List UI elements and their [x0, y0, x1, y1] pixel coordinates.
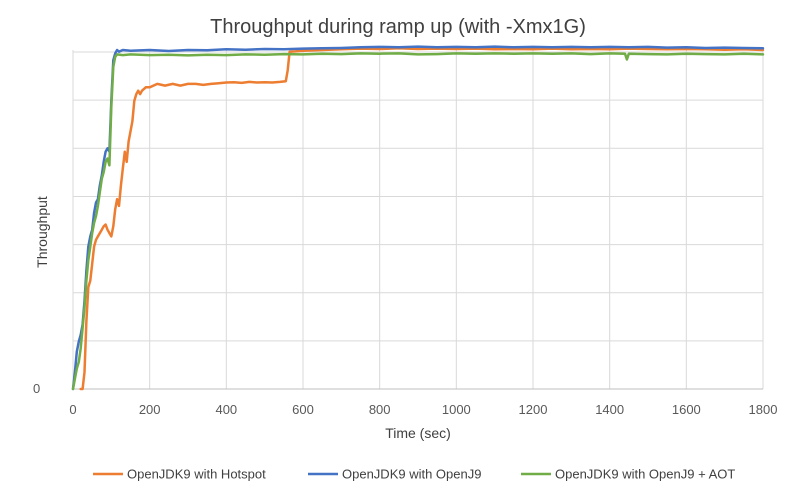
- x-tick-label: 0: [69, 402, 76, 417]
- x-tick-label: 200: [139, 402, 161, 417]
- chart-title: Throughput during ramp up (with -Xmx1G): [210, 16, 586, 38]
- x-tick-label: 1400: [595, 402, 624, 417]
- gridlines: [73, 50, 764, 389]
- series-line-0: [79, 47, 765, 391]
- series-line-1: [71, 45, 765, 391]
- y-axis-title: Throughput: [34, 196, 50, 268]
- series-line-2: [71, 52, 765, 391]
- legend-label: OpenJDK9 with Hotspot: [127, 467, 266, 482]
- legend-label: OpenJDK9 with OpenJ9 + AOT: [555, 467, 735, 482]
- legend: OpenJDK9 with Hotspot OpenJDK9 with OpenJ…: [93, 467, 735, 482]
- x-tick-label: 1200: [519, 402, 548, 417]
- x-tick-label: 1000: [442, 402, 471, 417]
- x-tick-label: 400: [215, 402, 237, 417]
- x-tick-label: 800: [369, 402, 391, 417]
- series-lines: [71, 45, 765, 391]
- x-tick-label: 600: [292, 402, 314, 417]
- x-axis-title: Time (sec): [385, 425, 451, 441]
- x-tick-label: 1800: [749, 402, 778, 417]
- x-tick-label: 1600: [672, 402, 701, 417]
- axes: 0 200 400 600 800 1000 1200 1400 1600 1800 0: [33, 50, 777, 417]
- y-tick-label: 0: [33, 381, 40, 396]
- legend-label: OpenJDK9 with OpenJ9: [342, 467, 481, 482]
